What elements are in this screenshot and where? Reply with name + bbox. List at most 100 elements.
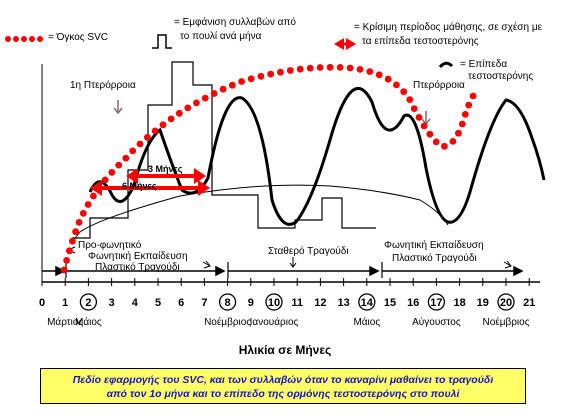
tick-marks bbox=[41, 278, 530, 286]
svc-dot bbox=[144, 133, 151, 141]
svc-dot bbox=[356, 66, 364, 73]
phase-subsong-label: Προ-φωνητικό bbox=[78, 240, 142, 251]
phase-plastic-1-label-1: Φωνητική Εκπαίδευση bbox=[88, 251, 188, 262]
tick-label: 5 bbox=[155, 297, 161, 309]
svc-dot bbox=[410, 105, 418, 112]
legend-critical-label-1: = Κρίσιμη περίοδος μάθησης, σε σχέση με bbox=[354, 22, 543, 33]
svc-dot bbox=[90, 192, 97, 200]
svc-dot bbox=[84, 201, 92, 208]
phase-plastic-1-label-2: Πλαστικό Τραγούδι bbox=[95, 262, 180, 273]
tick-label: 13 bbox=[337, 297, 349, 309]
svc-dot bbox=[286, 67, 294, 74]
svc-dot bbox=[60, 266, 68, 274]
legend-syllable-label-1: = Εμφάνιση συλλαβών από bbox=[174, 17, 296, 28]
svc-dot bbox=[458, 120, 466, 128]
molt-arrow-2 bbox=[421, 111, 431, 126]
svc-dot bbox=[136, 140, 144, 148]
svc-dot bbox=[201, 94, 209, 102]
tick-circle bbox=[497, 293, 515, 311]
month-label: Μάρτιος bbox=[47, 317, 84, 328]
svc-dot bbox=[326, 63, 334, 71]
tick-label: 18 bbox=[453, 297, 465, 309]
tick-label: 19 bbox=[477, 297, 489, 309]
svc-dot bbox=[296, 65, 304, 73]
tick-circle bbox=[427, 293, 446, 311]
tick-label: 8 bbox=[225, 297, 231, 309]
svc-dot bbox=[247, 75, 255, 83]
critical-period-3-months bbox=[126, 168, 206, 184]
svc-dot bbox=[79, 209, 87, 217]
molt-1-label: 1η Πτερόρροια bbox=[70, 80, 136, 91]
tick-circle bbox=[79, 293, 98, 311]
svc-dot bbox=[420, 122, 428, 130]
svc-dot bbox=[449, 138, 457, 145]
svc-dot bbox=[101, 176, 109, 184]
legend-syllable-glyph bbox=[152, 34, 172, 49]
tick-label: 4 bbox=[132, 297, 139, 309]
legend-svc-label: = Όγκος SVC bbox=[48, 32, 108, 43]
svc-dot bbox=[238, 78, 246, 85]
svc-dot bbox=[210, 90, 218, 97]
svc-dot bbox=[366, 68, 374, 75]
svc-dot bbox=[277, 68, 284, 76]
legend-syllable-label-2: το πουλί ανά μήνα bbox=[180, 31, 262, 42]
tick-label: 14 bbox=[361, 297, 374, 309]
svc-dot bbox=[406, 96, 414, 103]
month-label: Αύγουστος bbox=[412, 317, 461, 328]
svc-dot bbox=[66, 247, 73, 255]
legend-svc-glyph bbox=[5, 36, 43, 42]
svc-dot bbox=[69, 237, 76, 245]
svc-dot bbox=[375, 71, 383, 79]
svc-dot bbox=[306, 64, 314, 72]
svc-dot bbox=[432, 138, 440, 146]
legend-testosterone-glyph bbox=[438, 61, 454, 69]
svc-dot bbox=[426, 130, 434, 138]
tick-label: 11 bbox=[291, 297, 303, 309]
tick-label: 6 bbox=[178, 297, 184, 309]
svc-dot bbox=[75, 219, 83, 226]
svc-dot bbox=[95, 184, 103, 192]
tick-circle bbox=[218, 293, 237, 311]
svc-dot bbox=[175, 109, 183, 117]
tick-label: 10 bbox=[268, 297, 280, 309]
tick-label: 12 bbox=[314, 297, 326, 309]
tick-circle bbox=[358, 293, 376, 311]
tick-label: 7 bbox=[201, 297, 207, 309]
tick-label: 3 bbox=[109, 297, 115, 309]
legend-testosterone-label-1: = Επίπεδα bbox=[460, 59, 508, 70]
tick-label: 15 bbox=[384, 297, 396, 309]
baseline-curve bbox=[71, 184, 449, 243]
svc-dot bbox=[219, 85, 227, 93]
legend-critical-label-2: τα επίπεδα τεστοστερόνης bbox=[362, 36, 479, 47]
svc-dot bbox=[267, 70, 274, 78]
svc-dot bbox=[393, 81, 400, 89]
phase-plastic-2-label-2: Πλαστικό Τραγούδι bbox=[392, 253, 477, 264]
phase-stable-label: Σταθερό Τραγούδι bbox=[268, 246, 349, 257]
svc-dot bbox=[455, 129, 462, 137]
month-label: Μάιος bbox=[75, 317, 102, 328]
tick-label: 21 bbox=[523, 297, 535, 309]
svc-dot bbox=[72, 228, 79, 236]
months-6-label: 6 Μήνες bbox=[122, 181, 157, 191]
phase-plastic-2-label-1: Φωνητική Εκπαίδευση bbox=[384, 240, 484, 251]
tick-label: 1 bbox=[62, 297, 68, 309]
svc-dot bbox=[257, 72, 265, 80]
caption-line-1: Πεδίο εφαρμογής του SVC, και των συλλαβώ… bbox=[72, 374, 494, 386]
legend-testosterone-label-2: τεστοστερόνης bbox=[468, 71, 534, 82]
month-label: Ιανουάριος bbox=[249, 317, 299, 328]
svc-dot bbox=[159, 121, 167, 129]
figure-caption: Πεδίο εφαρμογής του SVC, και των συλλαβώ… bbox=[40, 368, 526, 404]
svc-dot bbox=[415, 114, 423, 121]
molt-2-label: Πτερόρροια bbox=[413, 80, 465, 91]
svc-dot bbox=[115, 161, 123, 169]
svc-dot bbox=[316, 64, 324, 71]
svc-dot bbox=[129, 147, 137, 155]
phase-arrows bbox=[42, 262, 524, 278]
legend-critical-glyph bbox=[334, 38, 356, 50]
tick-label: 16 bbox=[407, 297, 419, 309]
month-label: Νοέμβριος bbox=[482, 317, 530, 328]
month-label: Νοέμβριος bbox=[204, 317, 252, 328]
svc-dot bbox=[441, 142, 448, 150]
svc-volume-curve bbox=[60, 63, 477, 274]
